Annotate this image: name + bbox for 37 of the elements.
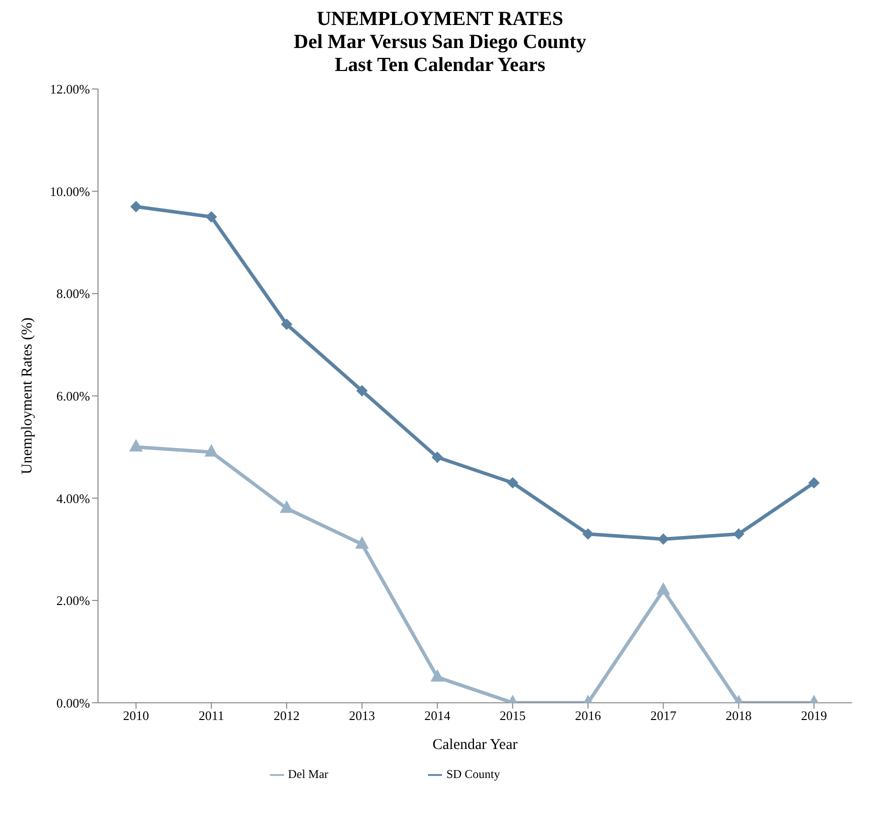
chart-title: UNEMPLOYMENT RATES Del Mar Versus San Diego County Last Ten Calendar Years: [292, 8, 588, 77]
x-tick-label: 2013: [349, 708, 375, 723]
y-tick-label: 0.00%: [56, 695, 90, 710]
x-tick-label: 2019: [801, 708, 827, 723]
point: [582, 528, 594, 540]
x-tick-label: 2011: [198, 708, 224, 723]
point: [281, 318, 292, 330]
x-axis-title: Calendar Year: [432, 736, 518, 753]
x-tick-label: 2010: [123, 708, 149, 723]
point: [356, 385, 368, 396]
point: [280, 500, 294, 513]
point: [733, 528, 744, 540]
point: [356, 536, 368, 549]
x-tick-label: 2017: [650, 708, 677, 723]
point: [430, 670, 444, 682]
y-tick-label: 4.00%: [56, 490, 90, 506]
x-tick-label: 2018: [726, 708, 752, 723]
point: [432, 452, 443, 463]
point: [206, 211, 217, 222]
x-tick-label: 2014: [424, 708, 451, 723]
y-tick-label: 2.00%: [56, 593, 90, 608]
legend-label: SD County: [446, 766, 500, 781]
point: [507, 477, 518, 488]
point: [130, 201, 142, 212]
legend-label: Del Mar: [288, 766, 328, 781]
point: [130, 440, 142, 452]
y-tick-label: 6.00%: [56, 388, 90, 404]
x-tick-label: 2016: [575, 708, 602, 723]
x-tick-label: 2012: [274, 708, 300, 723]
point: [656, 582, 670, 595]
y-axis-title: Unemployment Rates (%): [19, 318, 36, 474]
y-tick-label: 12.00%: [50, 82, 90, 97]
y-tick-label: 10.00%: [50, 184, 90, 199]
point: [204, 444, 218, 457]
point: [808, 477, 820, 488]
x-tick-label: 2015: [500, 708, 526, 723]
y-tick-label: 8.00%: [56, 286, 90, 302]
